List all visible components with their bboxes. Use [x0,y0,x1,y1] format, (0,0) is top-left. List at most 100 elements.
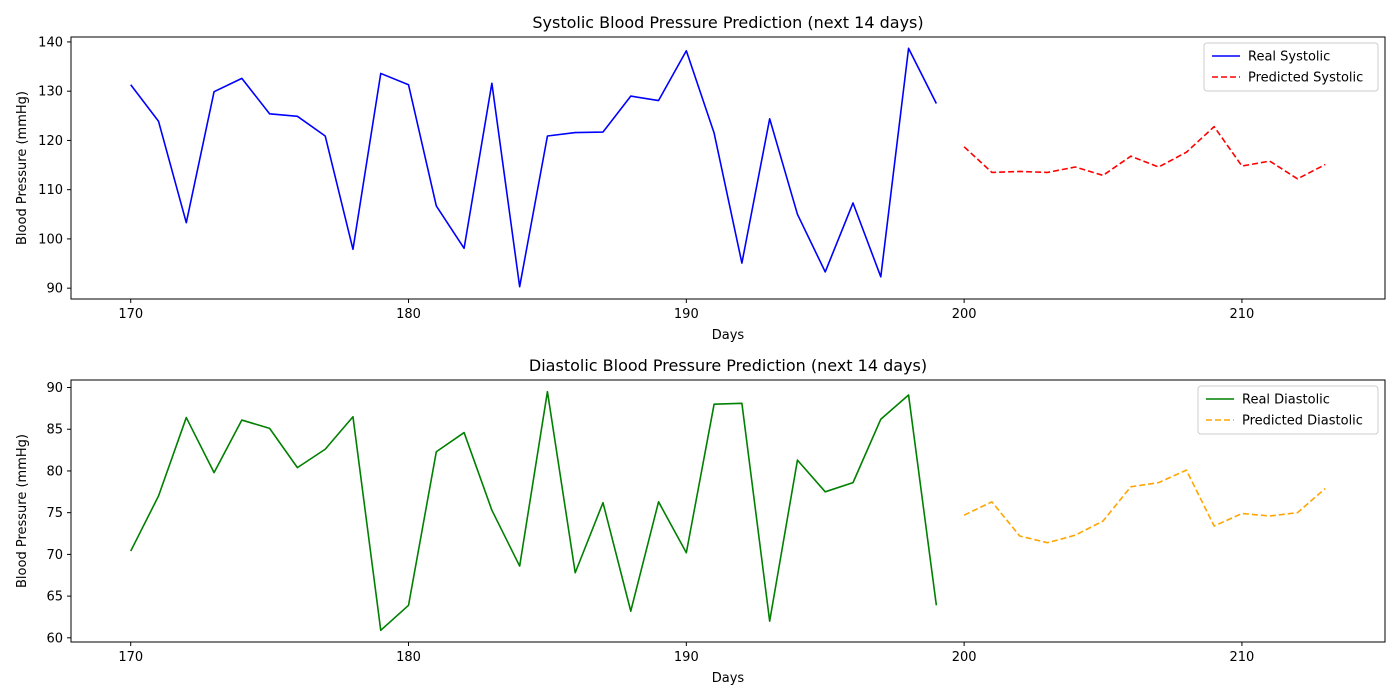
data-point [1213,525,1215,527]
data-point [824,271,826,273]
x-tick-label: 200 [952,307,977,322]
data-point [769,118,771,120]
data-point [1213,126,1215,128]
data-point [574,572,576,574]
x-tick-label: 200 [952,650,977,665]
data-point [713,403,715,405]
data-point [1130,155,1132,157]
data-point [324,135,326,137]
y-tick-label: 70 [46,548,63,563]
legend-box [1197,385,1379,435]
data-point [880,276,882,278]
diastolic-chart-panel: Diastolic Blood Pressure Prediction (nex… [15,356,1386,686]
data-point [1241,165,1243,167]
data-point [185,222,187,224]
y-tick-label: 110 [38,183,63,198]
data-point [935,604,937,606]
legend: Real Diastolic Predicted Diastolic [1197,385,1379,435]
data-point [935,102,937,104]
data-point [685,50,687,52]
data-point [963,514,965,516]
legend: Real Systolic Predicted Systolic [1203,42,1379,92]
data-point [1158,482,1160,484]
y-tick-label: 85 [46,423,63,438]
y-tick-label: 80 [46,464,63,479]
data-point [491,509,493,511]
series-line-real-diastolic [130,390,938,632]
y-tick-label: 140 [38,35,63,50]
data-point [463,247,465,249]
data-point [352,416,354,418]
data-point [796,459,798,461]
data-point [685,552,687,554]
data-point [574,132,576,134]
x-tick-label: 190 [674,650,699,665]
y-axis-label: Blood Pressure (mmHg) [15,91,30,245]
x-tick-label: 170 [118,650,143,665]
data-point [1019,170,1021,172]
data-point [1074,166,1076,168]
chart-title: Systolic Blood Pressure Prediction (next… [532,13,923,32]
x-tick-label: 170 [118,307,143,322]
data-point [1324,487,1326,489]
legend-entry-label: Real Systolic [1248,50,1330,65]
data-point [713,132,715,134]
data-point [769,620,771,622]
data-point [1269,515,1271,517]
x-axis-label: Days [712,328,745,343]
axes-frame [70,36,1386,300]
data-point [435,205,437,207]
data-point [380,72,382,74]
series-line-real-systolic [130,47,938,288]
data-point [1102,174,1104,176]
data-point [602,131,604,133]
data-point [352,248,354,250]
data-point [630,95,632,97]
data-point [130,84,132,86]
y-tick-label: 120 [38,134,63,149]
systolic-chart-panel: Systolic Blood Pressure Prediction (next… [15,13,1386,343]
data-point [380,629,382,631]
data-point [991,501,993,503]
series-line-predicted-systolic [963,125,1326,180]
data-point [491,82,493,84]
data-point [241,419,243,421]
legend-entry-label: Real Diastolic [1242,393,1330,408]
data-point [796,213,798,215]
y-tick-label: 90 [46,381,63,396]
data-point [852,482,854,484]
data-point [519,565,521,567]
data-point [1130,486,1132,488]
y-tick-label: 65 [46,590,63,605]
data-point [658,501,660,503]
data-point [1241,513,1243,515]
x-axis-label: Days [712,671,745,686]
data-point [519,286,521,288]
data-point [296,115,298,117]
data-point [963,146,965,148]
data-point [463,432,465,434]
data-point [324,448,326,450]
data-point [1324,164,1326,166]
data-point [1269,160,1271,162]
data-point [185,417,187,419]
x-tick-label: 190 [674,307,699,322]
data-point [269,113,271,115]
data-point [602,502,604,504]
data-point [1102,520,1104,522]
y-tick-label: 130 [38,85,63,100]
data-point [1019,535,1021,537]
data-point [408,604,410,606]
data-point [408,84,410,86]
axes-frame [70,379,1386,643]
data-point [546,391,548,393]
legend-entry-label: Predicted Systolic [1248,71,1363,86]
data-point [908,394,910,396]
x-tick-label: 180 [396,650,421,665]
data-point [852,202,854,204]
data-point [1074,534,1076,536]
y-tick-label: 75 [46,506,63,521]
data-point [908,47,910,49]
data-point [1046,542,1048,544]
